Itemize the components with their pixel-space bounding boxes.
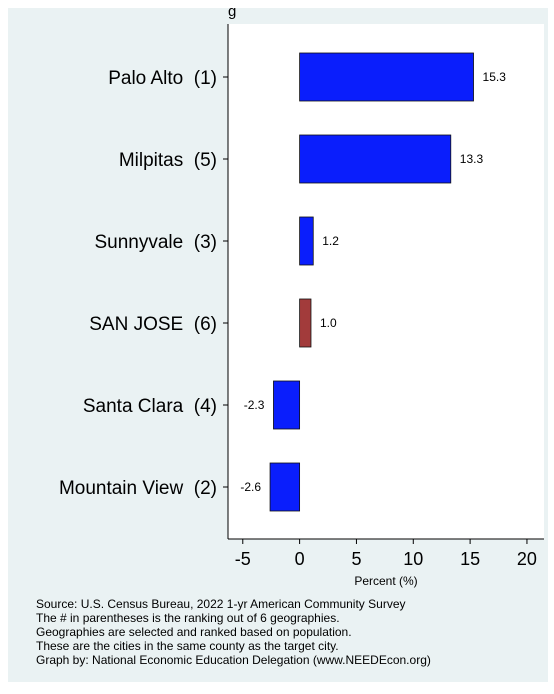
source-note-line: Source: U.S. Census Bureau, 2022 1-yr Am…	[36, 597, 406, 611]
category-label: Sunnyvale (3)	[94, 232, 217, 253]
bar	[299, 52, 474, 102]
bars-group: Palo Alto (1) 15.3 Milpitas (5) 13.3 Sunnyva…	[59, 52, 507, 512]
bar	[273, 380, 301, 430]
x-tick-label: 0	[295, 549, 305, 569]
category-label: Milpitas (5)	[119, 150, 217, 171]
x-tick-label: 10	[403, 549, 423, 569]
data-label: -2.6	[240, 480, 261, 494]
source-notes: Source: U.S. Census Bureau, 2022 1-yr Am…	[36, 597, 431, 667]
source-note-line: Graph by: National Economic Education De…	[36, 653, 431, 667]
data-label: 13.3	[460, 152, 484, 166]
plot-area	[228, 24, 544, 539]
data-label: -2.3	[244, 398, 265, 412]
bar	[269, 462, 301, 512]
chart-title-partial: g	[228, 3, 236, 20]
category-label: SAN JOSE (6)	[89, 314, 217, 335]
x-axis-label: Percent (%)	[354, 574, 417, 588]
bar	[299, 134, 452, 184]
x-tick-label: 20	[517, 549, 537, 569]
source-note-line: Geographies are selected and ranked base…	[36, 625, 352, 639]
x-tick-label: 5	[351, 549, 361, 569]
category-label: Palo Alto (1)	[108, 68, 217, 89]
data-label: 1.2	[322, 234, 339, 248]
category-label: Mountain View (2)	[59, 478, 217, 499]
source-note-line: These are the cities in the same county …	[36, 639, 339, 653]
data-label: 15.3	[483, 70, 507, 84]
x-tick-label: 15	[460, 549, 480, 569]
bar	[299, 216, 314, 266]
category-label: Santa Clara (4)	[83, 396, 217, 417]
x-ticks-group: -5 0 5 10 15 20	[235, 539, 537, 569]
bar	[299, 298, 312, 348]
source-note-line: The # in parentheses is the ranking out …	[36, 611, 340, 625]
data-label: 1.0	[320, 316, 337, 330]
x-tick-label: -5	[235, 549, 251, 569]
